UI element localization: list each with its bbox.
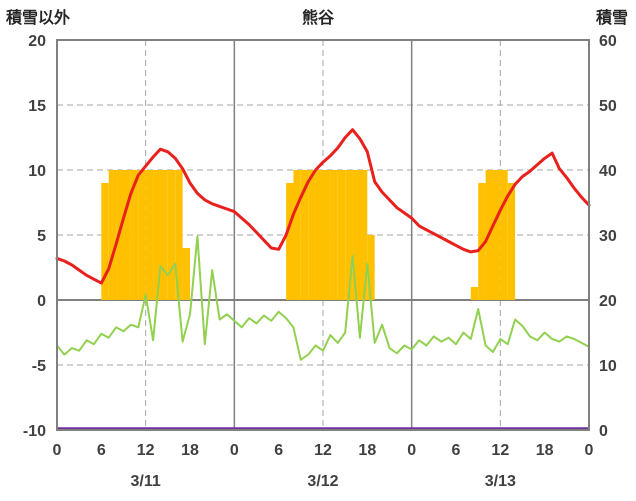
plot-frame [56,39,590,431]
x-axis-tick: 18 [536,442,554,459]
left-axis-tick: -10 [23,423,46,440]
x-axis-tick: 18 [181,442,199,459]
right-axis-tick: 0 [599,423,608,440]
right-axis-tick: 30 [599,228,617,245]
left-axis-tick: 20 [28,33,46,50]
right-axis-tick: 60 [599,33,617,50]
orange-bars [101,170,516,300]
right-axis-tick: 40 [599,163,617,180]
red-line [55,128,591,285]
x-axis-tick: 6 [452,442,461,459]
date-label: 3/12 [307,473,338,490]
left-axis-tick: -5 [32,358,46,375]
date-label: 3/13 [485,473,516,490]
right-axis-tick: 20 [599,293,617,310]
left-axis-tick: 15 [28,98,46,115]
x-axis-tick: 0 [53,442,62,459]
x-axis-tick: 0 [585,442,594,459]
x-axis-tick: 12 [491,442,509,459]
x-axis-tick: 0 [407,442,416,459]
green-line [56,235,590,361]
station-title: 熊谷 [301,10,335,27]
x-axis-tick: 12 [137,442,155,459]
right-axis-title: 積雪 [595,10,628,27]
date-label: 3/11 [131,473,161,490]
x-axis-tick: 6 [274,442,283,459]
left-axis-tick: 10 [28,163,46,180]
right-axis-tick: 50 [599,98,617,115]
left-axis-title: 積雪以外 [6,10,71,27]
left-axis-tick: 0 [37,293,46,310]
x-axis-tick: 12 [314,442,332,459]
right-axis-tick: 10 [599,358,617,375]
x-axis-tick: 0 [230,442,239,459]
x-axis-tick: 18 [358,442,376,459]
x-axis-tick: 6 [97,442,106,459]
left-axis-tick: 5 [37,228,46,245]
